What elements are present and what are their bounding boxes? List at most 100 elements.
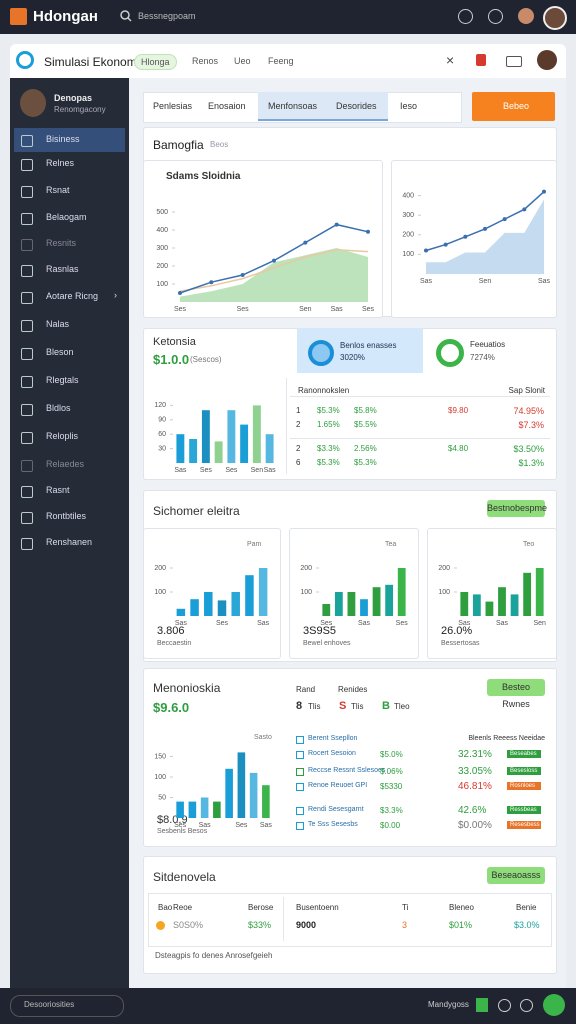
point bbox=[303, 240, 308, 245]
menu-icon bbox=[21, 292, 33, 304]
chart: 100 200 Sas Ses Sas bbox=[154, 565, 269, 627]
menu-item[interactable]: Bleson bbox=[46, 347, 74, 357]
y-tick-label: 100 bbox=[300, 589, 312, 596]
divider bbox=[290, 396, 550, 397]
x-tick-label: Sas bbox=[264, 467, 277, 474]
menu-item[interactable]: Resnits bbox=[46, 238, 77, 248]
x-tick-label: Sas bbox=[496, 620, 509, 627]
x-tick-label: Ses bbox=[320, 620, 333, 627]
y-tick-label: 100 bbox=[154, 774, 166, 781]
window-tab[interactable]: Hlonga bbox=[134, 54, 177, 70]
menu-item[interactable]: Rsnat bbox=[46, 185, 70, 195]
sidebar bbox=[10, 78, 129, 988]
subtab[interactable]: Menfonsoas bbox=[268, 101, 318, 111]
x-tick-label: Sas bbox=[538, 278, 551, 285]
bar bbox=[201, 410, 210, 463]
menu-item[interactable]: Nalas bbox=[46, 319, 70, 329]
table-header: Sap Slonit bbox=[508, 386, 545, 395]
subtab[interactable]: Enosaion bbox=[208, 101, 246, 111]
row-value: $3.50% bbox=[513, 444, 544, 454]
card-subtitle: Beos bbox=[210, 140, 229, 149]
menu-item[interactable]: Rlegtals bbox=[46, 375, 79, 385]
menu-item[interactable]: Relnes bbox=[46, 158, 75, 168]
status-badge: Resesbess bbox=[507, 821, 541, 829]
table-header: Ranonnokslen bbox=[298, 386, 350, 395]
window-tab[interactable]: Ueo bbox=[234, 56, 251, 66]
button[interactable]: Beseaoasss bbox=[487, 867, 545, 884]
point bbox=[272, 258, 276, 263]
table-header: Berose bbox=[248, 903, 274, 912]
y-tick-label: 200 bbox=[156, 263, 168, 270]
close-icon[interactable]: × bbox=[446, 52, 455, 68]
y-tick-label: 120 bbox=[154, 402, 166, 409]
panel-note: Beccaestin bbox=[157, 640, 192, 647]
menu-item[interactable]: Bisiness bbox=[46, 134, 80, 144]
notification-icon[interactable] bbox=[458, 9, 473, 24]
avatar[interactable] bbox=[543, 6, 567, 30]
menu-icon bbox=[21, 239, 33, 251]
bar bbox=[322, 604, 331, 616]
y-tick-label: 100 bbox=[156, 281, 168, 288]
subtab[interactable]: Ieso bbox=[400, 101, 418, 111]
window-tab[interactable]: Renos bbox=[192, 56, 219, 66]
bar bbox=[360, 599, 368, 616]
menu-item[interactable]: Belaogam bbox=[46, 212, 87, 222]
subtab[interactable]: Desorides bbox=[336, 101, 377, 111]
panel-note: Sesbenls Besos bbox=[157, 828, 208, 835]
menu-item[interactable]: Rontbtiles bbox=[46, 511, 87, 521]
menu-item[interactable]: Reloplis bbox=[46, 431, 79, 441]
app-logo[interactable] bbox=[10, 8, 27, 25]
y-tick-label: 100 bbox=[438, 589, 450, 596]
alert-icon[interactable] bbox=[476, 54, 486, 66]
status-icon[interactable] bbox=[476, 998, 488, 1012]
list-value: $5.0% bbox=[380, 750, 403, 759]
chat-button[interactable] bbox=[543, 994, 565, 1016]
menu-item[interactable]: Rasnlas bbox=[46, 264, 79, 274]
subtab[interactable]: Penlesias bbox=[153, 101, 193, 111]
action-button[interactable] bbox=[472, 92, 555, 121]
input-box[interactable] bbox=[10, 995, 124, 1017]
x-tick-label: Sas bbox=[260, 822, 273, 829]
clock-icon[interactable] bbox=[488, 9, 503, 24]
legend-value: Tleo bbox=[394, 702, 410, 711]
x-tick-label: Ses bbox=[235, 822, 248, 829]
table-cell: 9000 bbox=[296, 920, 317, 930]
table-cell: $3.0% bbox=[514, 920, 540, 930]
user-icon[interactable] bbox=[518, 8, 534, 24]
bar bbox=[176, 434, 185, 463]
chart: 100 200 Sas Sas Sen bbox=[438, 565, 546, 627]
window-avatar[interactable] bbox=[537, 50, 557, 70]
help-icon[interactable] bbox=[520, 999, 533, 1012]
bar bbox=[176, 608, 186, 616]
y-tick-label: 30 bbox=[158, 445, 166, 452]
menu-item[interactable]: Relaedes bbox=[46, 459, 85, 469]
status-badge: Rosnloes bbox=[507, 782, 541, 790]
legend-key: S bbox=[339, 700, 347, 712]
y-tick-label: 200 bbox=[300, 565, 312, 572]
menu-item[interactable]: Rasnt bbox=[46, 485, 70, 495]
point bbox=[334, 222, 339, 227]
menu-item[interactable]: Aotare Ricng bbox=[46, 291, 99, 301]
table-header: Bao bbox=[158, 903, 173, 912]
search-icon[interactable] bbox=[120, 10, 132, 22]
bar bbox=[214, 441, 223, 463]
status-badge: Besesloss bbox=[507, 767, 541, 775]
mail-icon[interactable] bbox=[506, 56, 522, 67]
line bbox=[179, 249, 369, 292]
row-value: $3.3% bbox=[317, 444, 340, 453]
list-percent: $0.00% bbox=[458, 820, 492, 831]
menu-item[interactable]: Bldlos bbox=[46, 403, 71, 413]
bar bbox=[510, 594, 519, 616]
button[interactable]: Besteo Rwnes bbox=[487, 679, 545, 709]
button[interactable]: Bestnobespme bbox=[487, 500, 547, 517]
settings-icon[interactable] bbox=[498, 999, 511, 1012]
x-tick-label: Ses bbox=[396, 620, 409, 627]
bar bbox=[231, 592, 240, 616]
panel-note: Bewel enhoves bbox=[303, 640, 351, 647]
menu-item[interactable]: Renshanen bbox=[46, 537, 93, 547]
panel-total: 26.0% bbox=[441, 625, 473, 637]
list-label: Renoe Reuoet GPI bbox=[308, 782, 368, 789]
window-tab[interactable]: Feeng bbox=[268, 56, 294, 66]
row-value: $5.3% bbox=[317, 458, 340, 467]
